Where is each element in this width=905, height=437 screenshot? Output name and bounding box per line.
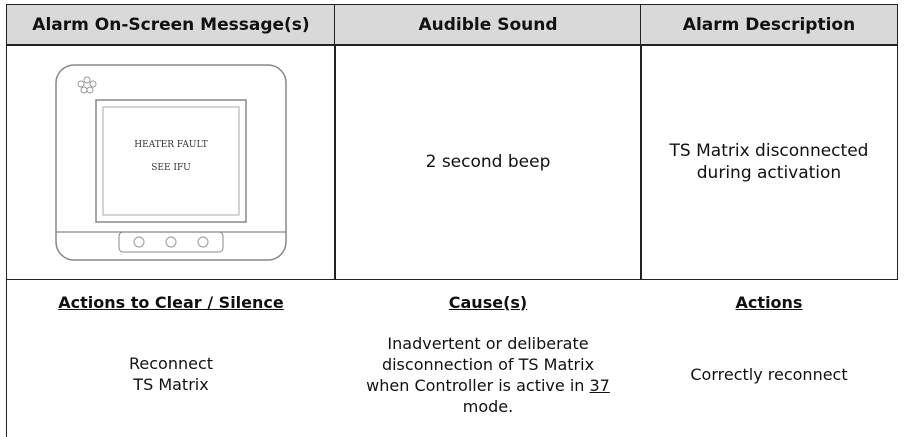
- cause-text: mode.: [462, 397, 514, 416]
- header: Alarm Description: [682, 15, 856, 35]
- actions: Correctly reconnect: [690, 364, 848, 384]
- description-cell: TS Matrix disconnected during activation: [640, 44, 898, 280]
- subheader: Actions: [735, 292, 803, 312]
- actions-cell: Correctly reconnect: [640, 318, 898, 430]
- header-cell: Alarm On-Screen Message(s): [6, 4, 336, 46]
- audible-sound: 2 second beep: [425, 152, 551, 172]
- header: Audible Sound: [418, 15, 558, 35]
- text-line: TS Matrix: [133, 375, 209, 394]
- screen-text: HEATER FAULT: [134, 140, 207, 150]
- left-border: [6, 279, 7, 437]
- header: Alarm On-Screen Message(s): [32, 15, 310, 35]
- subheader: Actions to Clear / Silence: [58, 292, 284, 312]
- page-link[interactable]: 37: [589, 376, 610, 395]
- device-illustration: HEATER FAULT SEE IFU: [55, 63, 287, 261]
- actions-to-clear: Reconnect TS Matrix: [6, 318, 336, 430]
- subheader: Cause(s): [448, 292, 528, 312]
- cause: Inadvertent or deliberate disconnection …: [363, 333, 613, 417]
- cause-cell: Inadvertent or deliberate disconnection …: [334, 316, 642, 434]
- image-cell: HEATER FAULT SEE IFU: [6, 44, 336, 280]
- cause-text: Inadvertent or deliberate disconnection …: [366, 334, 595, 395]
- text-line: Reconnect: [128, 354, 214, 373]
- sound-cell: 2 second beep: [334, 44, 642, 280]
- screen-text: SEE IFU: [151, 163, 191, 173]
- header-cell: Alarm Description: [640, 4, 898, 46]
- alarm-description: TS Matrix disconnected during activation: [669, 141, 869, 183]
- header-cell: Audible Sound: [334, 4, 642, 46]
